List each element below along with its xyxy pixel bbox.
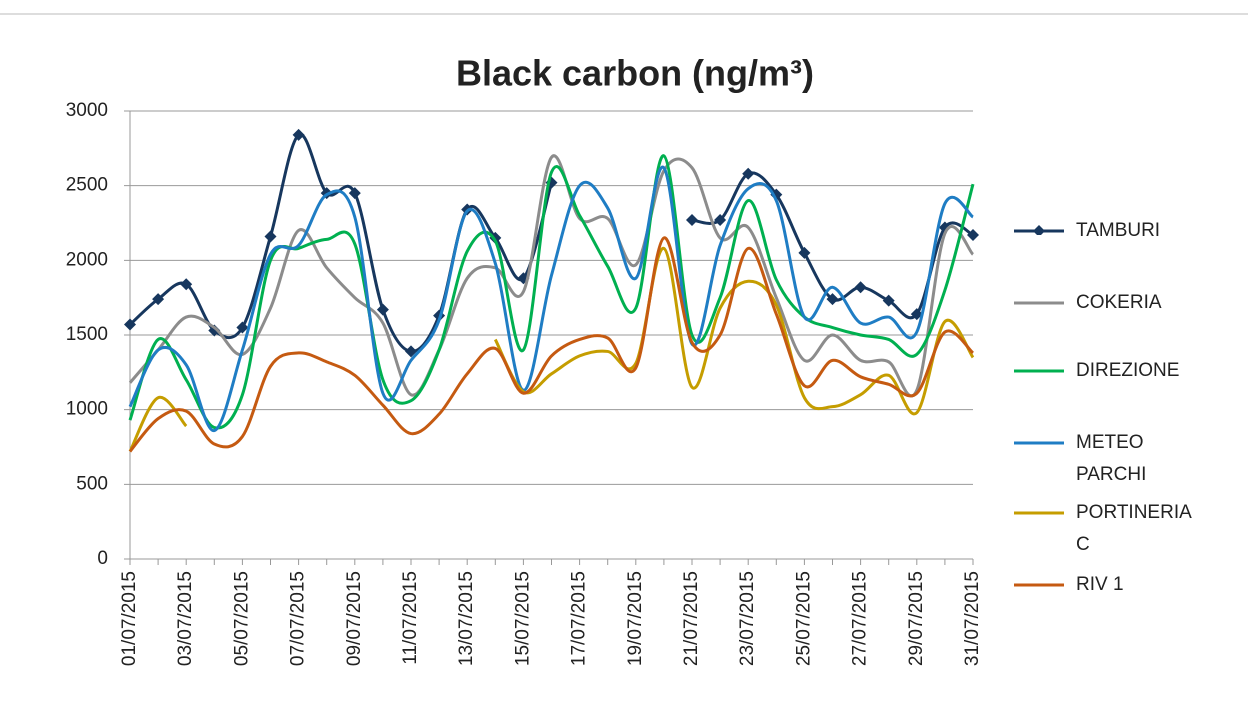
y-tick-label: 2500 bbox=[66, 175, 108, 196]
x-tick-label: 15/07/2015 bbox=[512, 571, 533, 666]
legend-swatch bbox=[1014, 301, 1064, 305]
data-marker bbox=[180, 278, 193, 291]
series-line bbox=[128, 236, 975, 453]
data-marker bbox=[236, 321, 249, 334]
series-line bbox=[493, 246, 975, 416]
y-tick-label: 500 bbox=[76, 473, 108, 494]
series-line bbox=[128, 154, 975, 430]
legend-label: TAMBURI bbox=[1076, 220, 1161, 241]
x-tick-label: 17/07/2015 bbox=[569, 571, 590, 666]
legend-swatch bbox=[1014, 441, 1064, 445]
legend-item: RIV 1 bbox=[1010, 569, 1210, 601]
data-marker bbox=[967, 228, 979, 241]
x-tick-label: 27/07/2015 bbox=[850, 571, 871, 666]
x-tick-label: 09/07/2015 bbox=[344, 571, 365, 666]
data-marker bbox=[348, 187, 361, 200]
data-marker bbox=[124, 318, 136, 331]
legend-swatch bbox=[1014, 369, 1064, 373]
data-marker bbox=[264, 230, 277, 243]
data-marker bbox=[405, 345, 417, 358]
legend-swatch bbox=[1014, 583, 1064, 587]
y-tick-label: 3000 bbox=[66, 100, 108, 121]
legend-label: DIREZIONE bbox=[1076, 360, 1180, 381]
data-marker bbox=[152, 293, 165, 306]
data-marker bbox=[742, 167, 755, 180]
x-tick-label: 03/07/2015 bbox=[175, 571, 196, 666]
legend-label: COKERIA bbox=[1076, 292, 1162, 313]
data-marker bbox=[686, 214, 698, 227]
legend-item: PORTINERIA C bbox=[1010, 497, 1210, 561]
x-tick-label: 21/07/2015 bbox=[681, 571, 702, 666]
x-tick-label: 11/07/2015 bbox=[400, 571, 421, 665]
legend-swatch bbox=[1014, 225, 1064, 235]
series-line bbox=[128, 154, 975, 398]
x-tick-label: 19/07/2015 bbox=[625, 571, 646, 666]
y-tick-label: 2000 bbox=[66, 249, 108, 270]
data-marker bbox=[208, 324, 221, 337]
x-tick-label: 05/07/2015 bbox=[231, 571, 252, 666]
data-marker bbox=[854, 281, 867, 294]
x-tick-label: 01/07/2015 bbox=[119, 571, 140, 666]
legend-label: METEO PARCHI bbox=[1076, 432, 1147, 485]
legend-label: PORTINERIA C bbox=[1076, 502, 1191, 555]
data-marker bbox=[798, 246, 811, 259]
x-tick-label: 31/07/2015 bbox=[962, 571, 983, 666]
legend-swatch bbox=[1014, 511, 1064, 515]
series-line bbox=[128, 396, 188, 453]
legend-marker bbox=[1033, 225, 1045, 235]
x-tick-label: 29/07/2015 bbox=[906, 571, 927, 666]
x-tick-label: 07/07/2015 bbox=[288, 571, 309, 666]
x-tick-label: 13/07/2015 bbox=[456, 571, 477, 666]
legend-item: DIREZIONE bbox=[1010, 355, 1210, 387]
data-marker bbox=[292, 128, 305, 141]
x-tick-label: 25/07/2015 bbox=[793, 571, 814, 666]
chart-title: Black carbon (ng/m³) bbox=[456, 53, 814, 94]
data-marker bbox=[882, 294, 895, 307]
data-marker bbox=[714, 214, 727, 227]
x-tick-label: 23/07/2015 bbox=[737, 571, 758, 666]
y-tick-label: 1000 bbox=[66, 399, 108, 420]
series-line bbox=[128, 165, 975, 433]
data-marker bbox=[376, 303, 389, 316]
legend-label: RIV 1 bbox=[1076, 574, 1124, 595]
legend-item: TAMBURI bbox=[1010, 215, 1210, 247]
y-tick-label: 0 bbox=[97, 548, 108, 569]
y-tick-label: 1500 bbox=[66, 324, 108, 345]
legend-item: COKERIA bbox=[1010, 287, 1210, 319]
data-marker bbox=[826, 293, 839, 306]
legend-item: METEO PARCHI bbox=[1010, 427, 1210, 491]
